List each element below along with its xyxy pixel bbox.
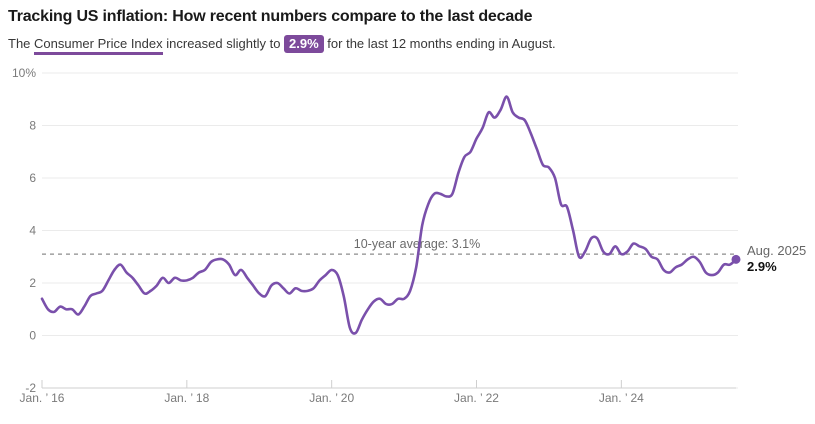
x-axis-label: Jan. ’ 22 [454, 391, 499, 405]
average-label: 10-year average: 3.1% [354, 237, 480, 251]
end-annotation-value: 2.9% [747, 259, 777, 274]
end-annotation-date: Aug. 2025 [747, 243, 807, 258]
subtitle: The Consumer Price Index increased sligh… [8, 34, 815, 55]
x-axis-label: Jan. ’ 16 [20, 391, 65, 405]
x-axis-label: Jan. ’ 24 [599, 391, 644, 405]
y-axis-label: 4 [29, 224, 36, 238]
end-annotation: Aug. 2025 2.9% [747, 243, 806, 275]
subtitle-middle: increased slightly to [162, 36, 285, 51]
subtitle-suffix: for the last 12 months ending in August. [323, 36, 556, 51]
y-axis-label: 10% [12, 66, 36, 80]
page-title: Tracking US inflation: How recent number… [8, 8, 533, 25]
inflation-tracker-card: Tracking US inflation: How recent number… [0, 8, 815, 405]
y-axis-label: -2 [25, 381, 36, 395]
end-point-dot [731, 254, 741, 264]
cpi-link[interactable]: Consumer Price Index [34, 36, 163, 55]
cpi-line [40, 95, 738, 335]
y-axis-label: 2 [29, 276, 36, 290]
x-axis-label: Jan. ’ 20 [309, 391, 354, 405]
y-axis-label: 6 [29, 171, 36, 185]
subtitle-prefix: The [8, 36, 35, 51]
x-axis-label: Jan. ’ 18 [164, 391, 209, 405]
y-axis-label: 8 [29, 119, 36, 133]
y-axis-label: 0 [29, 329, 36, 343]
cpi-value-badge: 2.9% [284, 35, 324, 53]
